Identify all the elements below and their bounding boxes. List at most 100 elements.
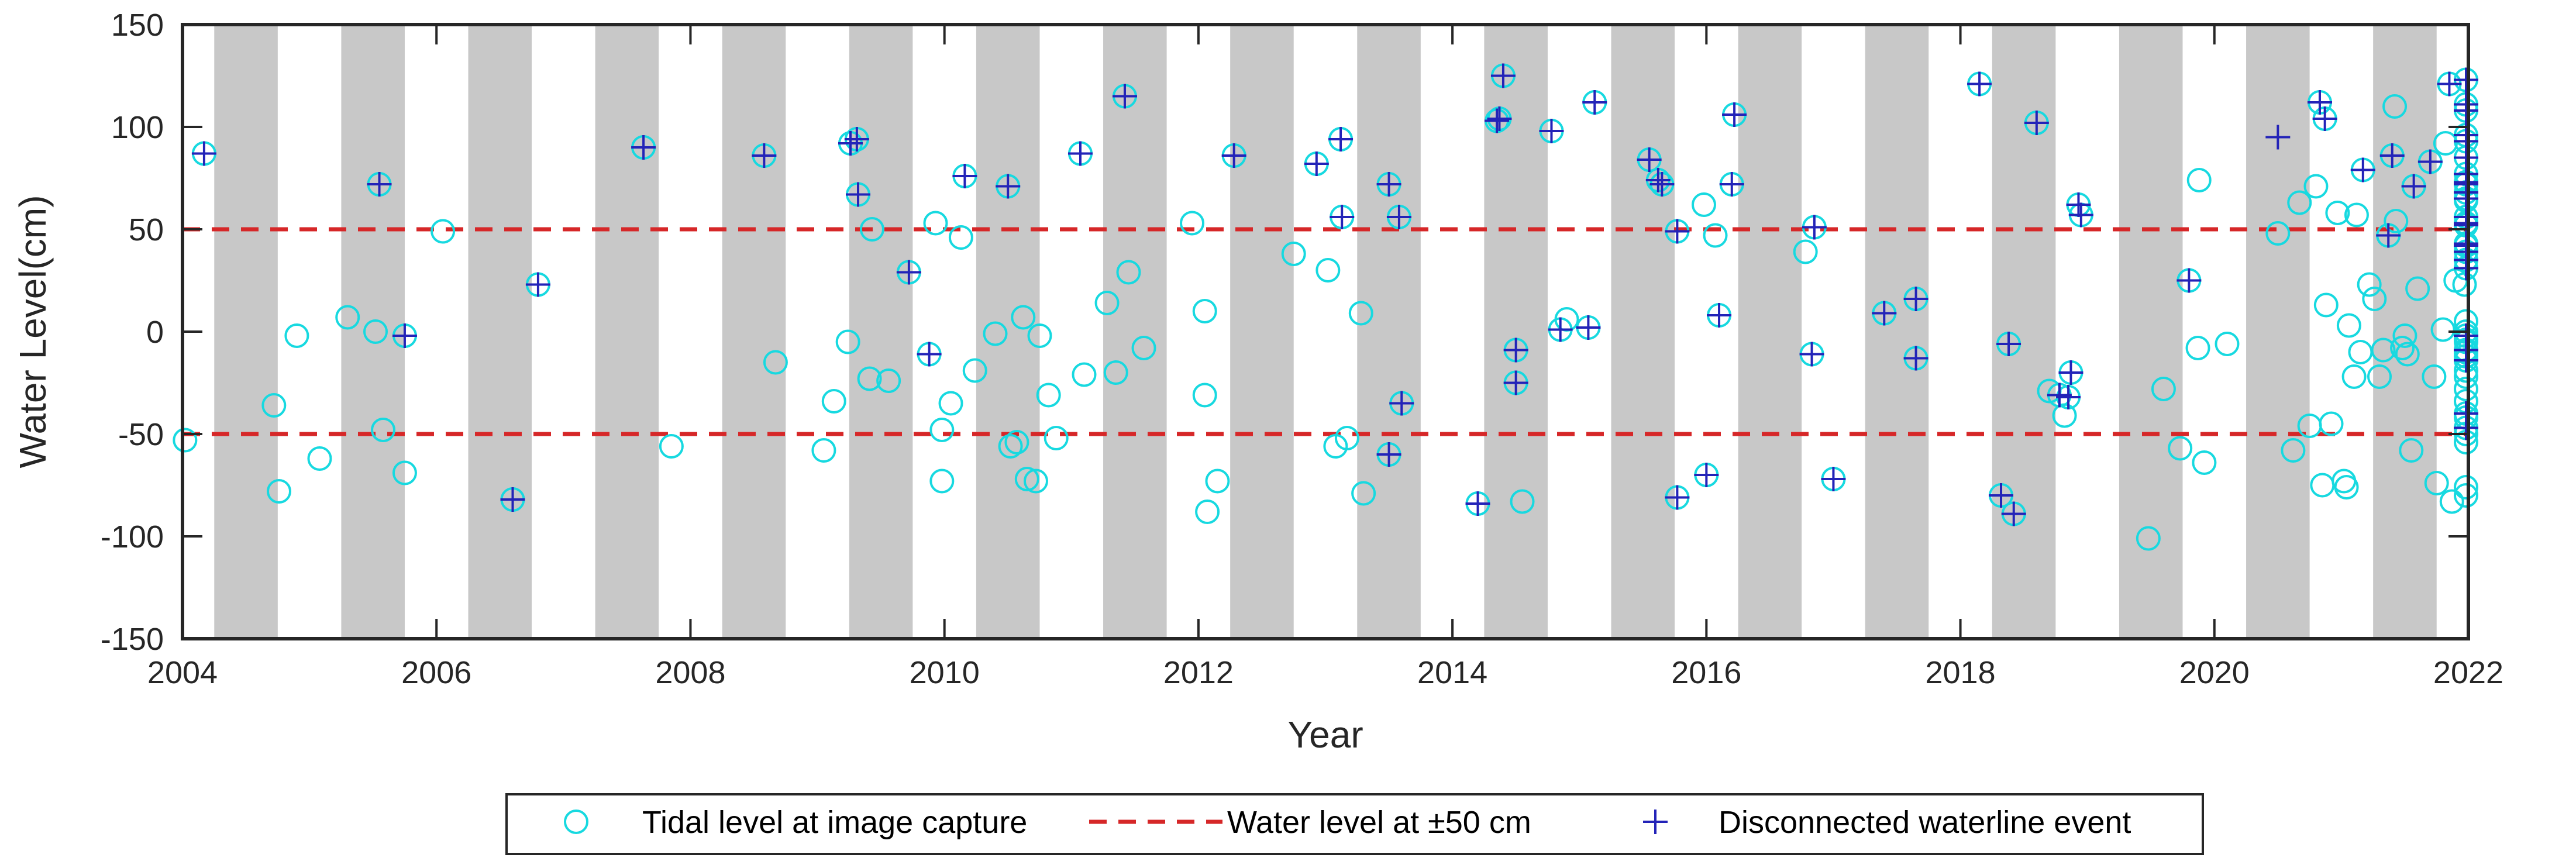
disconnected-point: [917, 342, 942, 367]
disconnected-point: [1490, 63, 1516, 88]
tidal-point: [1195, 500, 1220, 524]
tidal-point: [1116, 260, 1141, 285]
tidal-point: [923, 211, 948, 236]
tidal-point: [2395, 342, 2420, 367]
tidal-point: [1315, 258, 1341, 283]
tidal-point: [1023, 469, 1048, 494]
tidal-point: [1793, 239, 1818, 264]
legend-box: [505, 793, 2204, 855]
tidal-point: [2433, 131, 2458, 156]
x-tick-label: 2016: [1671, 655, 1741, 690]
disconnected-point: [2376, 223, 2401, 248]
disconnected-point: [1067, 141, 1093, 166]
disconnected-point: [2454, 92, 2478, 117]
disconnected-point: [2437, 71, 2462, 97]
tidal-point: [173, 428, 198, 453]
y-tick-label: -50: [118, 417, 164, 452]
shaded-period: [595, 25, 659, 639]
disconnected-point: [1576, 315, 1601, 340]
disconnected-point: [846, 182, 871, 207]
tidal-point: [1180, 211, 1205, 236]
tidal-point: [371, 418, 396, 442]
disconnected-point: [838, 131, 863, 156]
disconnected-point: [2401, 174, 2426, 199]
disconnected-point: [1328, 127, 1354, 151]
disconnected-point: [1996, 332, 2021, 356]
y-tick-label: 150: [111, 8, 164, 43]
y-axis-label: Water Level(cm): [12, 195, 54, 468]
disconnected-point: [2001, 501, 2026, 526]
tidal-point: [1103, 360, 1128, 385]
shaded-period: [2246, 25, 2310, 639]
disconnected-point: [1548, 317, 1573, 342]
tidal-point: [948, 225, 973, 250]
disconnected-point: [1637, 147, 1662, 172]
shaded-period: [468, 25, 532, 639]
disconnected-point: [2265, 125, 2291, 150]
tidal-point: [983, 321, 1008, 346]
y-tick-label: -100: [101, 519, 164, 554]
tidal-point: [1094, 291, 1120, 315]
legend-threshold-label: Water level at ±50 cm: [1227, 805, 1531, 840]
disconnected-point: [1582, 90, 1607, 115]
shaded-period: [1992, 25, 2056, 639]
disconnected-point: [1665, 219, 1690, 244]
tidal-point: [929, 418, 955, 442]
tidal-point: [261, 393, 287, 418]
disconnected-point: [2417, 149, 2443, 174]
tidal-point: [1205, 469, 1230, 494]
tidal-point: [2192, 450, 2217, 475]
disconnected-point: [2056, 385, 2081, 409]
tidal-point: [2357, 272, 2382, 297]
disconnected-point: [1539, 119, 1564, 143]
tidal-point: [1036, 383, 1061, 408]
x-tick-label: 2012: [1163, 655, 1234, 690]
tidal-point: [2325, 201, 2350, 225]
tidal-point: [659, 434, 684, 459]
y-tick-label: -150: [101, 622, 164, 657]
axis-ticks: 2004 2006 2008 2010 2012 2014 2016 2018 2020 2022…: [101, 8, 2503, 690]
x-tick-label: 2014: [1417, 655, 1487, 690]
disconnected-point: [1872, 301, 1897, 326]
disconnected-point: [996, 174, 1021, 199]
disconnected-point: [1389, 391, 1414, 416]
tidal-point: [2390, 336, 2415, 360]
tidal-point: [821, 389, 846, 414]
tidal-point: [2341, 364, 2367, 389]
tidal-point: [1044, 426, 1069, 450]
disconnected-point: [1989, 483, 2014, 508]
y-tick-label: 50: [129, 212, 164, 247]
disconnected-point: [2454, 348, 2478, 373]
legend-tidal-marker: [564, 810, 588, 834]
disconnected-point: [2454, 145, 2478, 170]
tidal-point: [1072, 362, 1097, 387]
shaded-period: [1738, 25, 1802, 639]
disconnected-point: [1503, 370, 1528, 395]
tidal-point: [2168, 436, 2193, 461]
tidal-point: [938, 391, 963, 416]
tidal-point: [2382, 94, 2408, 119]
tidal-point: [1691, 192, 1716, 217]
disconnected-point: [2066, 192, 2091, 217]
tidal-point: [2454, 377, 2478, 401]
disconnected-point: [1649, 172, 1675, 197]
tidal-point: [1192, 383, 1217, 408]
tidal-point: [1334, 426, 1359, 450]
tidal-point: [929, 469, 955, 494]
tidal-point: [962, 358, 987, 383]
shaded-period: [2373, 25, 2437, 639]
threshold-lines: [182, 227, 2468, 436]
tidal-point: [2186, 168, 2212, 192]
disconnected-point: [525, 272, 550, 297]
disconnected-point: [2068, 202, 2093, 228]
disconnected-point: [1719, 172, 1744, 197]
tidal-point: [1348, 301, 1373, 326]
tidal-point: [284, 323, 309, 348]
disconnected-point: [631, 135, 656, 160]
disconnected-point: [1221, 143, 1246, 168]
disconnected-point: [2312, 106, 2337, 131]
disconnected-point: [1376, 172, 1401, 197]
shaded-period: [1103, 25, 1167, 639]
tidal-point: [2303, 174, 2329, 199]
tidal-point: [2371, 337, 2396, 363]
